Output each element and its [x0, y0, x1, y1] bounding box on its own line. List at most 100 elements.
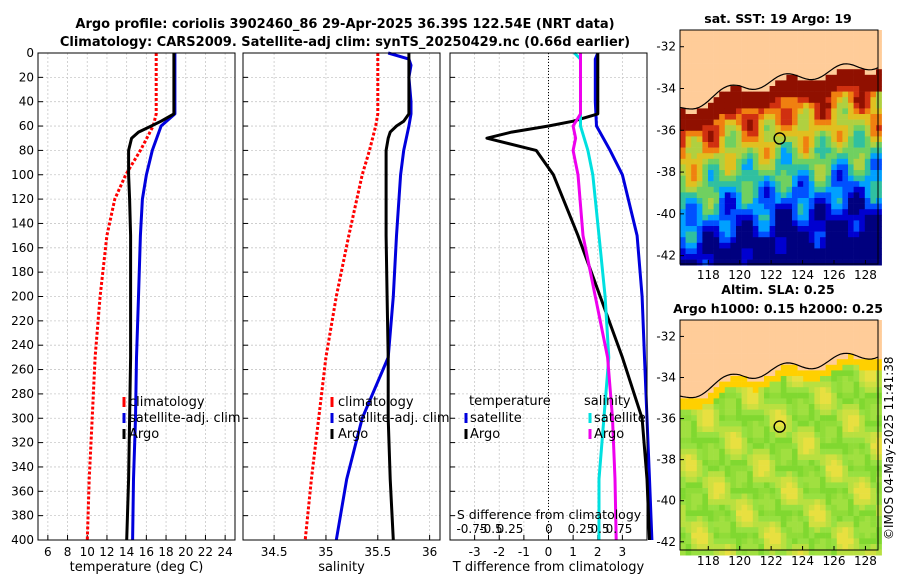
field-cell: [876, 220, 882, 227]
field-cell: [864, 46, 871, 53]
field-cell: [685, 35, 692, 42]
field-cell: [719, 381, 726, 388]
field-cell: [713, 482, 720, 489]
field-cell: [741, 460, 748, 466]
field-cell: [808, 471, 815, 478]
field-cell: [786, 69, 793, 76]
field-cell: [708, 432, 714, 438]
map-x-tick-label: 128: [854, 268, 877, 282]
field-cell: [842, 460, 849, 466]
field-cell: [691, 198, 698, 204]
field-cell: [752, 381, 759, 388]
field-cell: [859, 476, 866, 483]
field-cell: [724, 203, 731, 210]
field-cell: [825, 198, 832, 204]
field-cell: [680, 136, 686, 143]
field-cell: [848, 398, 854, 405]
field-cell: [831, 387, 838, 394]
field-cell: [786, 91, 793, 98]
field-cell: [736, 198, 742, 204]
field-cell: [825, 443, 832, 450]
field-cell: [859, 381, 866, 388]
field-cell: [792, 231, 798, 238]
field-cell: [719, 415, 726, 422]
field-cell: [719, 198, 726, 204]
field-cell: [825, 97, 832, 104]
field-cell: [792, 432, 798, 438]
field-cell: [747, 30, 754, 36]
field-cell: [769, 336, 776, 343]
field-cell: [764, 448, 770, 455]
field-cell: [820, 532, 826, 539]
field-cell: [702, 454, 709, 461]
field-cell: [730, 432, 737, 438]
field-cell: [708, 80, 714, 87]
field-cell: [876, 460, 882, 466]
field-cell: [680, 80, 686, 87]
field-cell: [797, 392, 804, 399]
field-cell: [848, 415, 854, 422]
field-cell: [719, 482, 726, 489]
field-cell: [769, 153, 776, 160]
field-cell: [736, 342, 742, 349]
field-cell: [730, 516, 737, 522]
field-cell: [797, 342, 804, 349]
field-cell: [808, 164, 815, 171]
field-cell: [792, 398, 798, 405]
field-cell: [842, 175, 849, 182]
field-cell: [853, 460, 860, 466]
field-cell: [775, 443, 782, 450]
field-cell: [853, 203, 860, 210]
field-cell: [764, 209, 770, 216]
field-cell: [780, 454, 787, 461]
field-cell: [864, 237, 871, 244]
field-cell: [831, 142, 838, 148]
field-cell: [758, 538, 765, 545]
field-cell: [820, 392, 826, 399]
field-cell: [853, 549, 860, 556]
field-cell: [702, 370, 709, 377]
field-cell: [719, 398, 726, 405]
field-cell: [876, 52, 882, 59]
field-cell: [724, 392, 731, 399]
field-cell: [853, 58, 860, 64]
field-cell: [708, 325, 714, 332]
field-cell: [680, 325, 686, 332]
field-cell: [702, 460, 709, 466]
field-cell: [719, 331, 726, 338]
field-cell: [820, 404, 826, 410]
field-cell: [680, 392, 686, 399]
field-cell: [797, 30, 804, 36]
field-cell: [814, 538, 821, 545]
field-cell: [736, 476, 742, 483]
field-cell: [685, 376, 692, 382]
field-cell: [792, 482, 798, 489]
field-cell: [752, 392, 759, 399]
field-cell: [708, 35, 714, 42]
field-cell: [696, 46, 703, 53]
field-cell: [680, 364, 686, 371]
field-cell: [691, 248, 698, 255]
field-cell: [769, 359, 776, 366]
y-tick-label: 280: [11, 387, 34, 401]
field-cell: [786, 102, 793, 109]
field-cell: [702, 415, 709, 422]
field-cell: [741, 119, 748, 126]
field-cell: [859, 420, 866, 427]
field-cell: [803, 499, 810, 506]
field-cell: [775, 454, 782, 461]
field-cell: [764, 35, 770, 42]
field-cell: [876, 549, 882, 556]
field-cell: [775, 170, 782, 176]
field-cell: [752, 476, 759, 483]
field-cell: [775, 342, 782, 349]
field-cell: [803, 86, 810, 92]
field-cell: [702, 549, 709, 556]
field-cell: [825, 91, 832, 98]
field-cell: [792, 331, 798, 338]
x-tick-label: 36: [422, 545, 437, 559]
field-cell: [736, 97, 742, 104]
field-cell: [775, 52, 782, 59]
field-cell: [685, 203, 692, 210]
field-cell: [719, 30, 726, 36]
